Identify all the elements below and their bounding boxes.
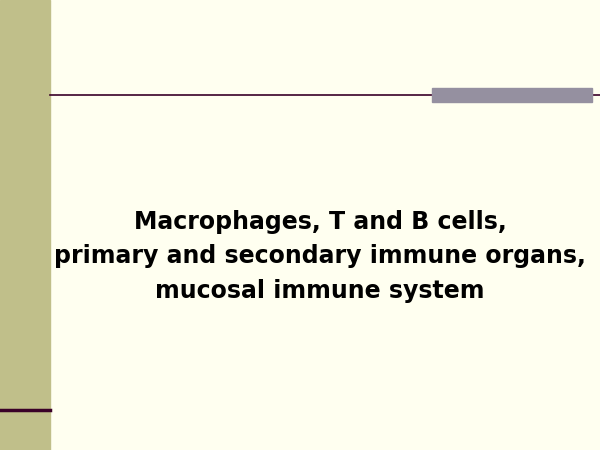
Text: Macrophages, T and B cells,
primary and secondary immune organs,
mucosal immune : Macrophages, T and B cells, primary and … [54,210,586,303]
Bar [0,0,50,450]
Bar [432,88,592,102]
